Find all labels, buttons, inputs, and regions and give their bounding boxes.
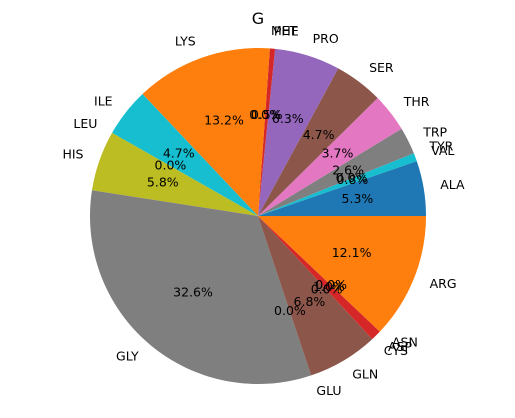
pct-label-pro: 6.3%: [272, 111, 304, 126]
slice-gly: [89, 190, 312, 384]
slice-label-met: MET: [271, 23, 298, 38]
slice-label-arg: ARG: [430, 276, 457, 291]
slice-label-lys: LYS: [175, 34, 196, 49]
slice-label-ala: ALA: [440, 177, 465, 192]
slice-label-tyr: TYR: [428, 139, 453, 154]
slice-trp: [258, 128, 414, 216]
slice-label-pro: PRO: [313, 31, 339, 46]
slice-ala: [258, 161, 426, 216]
slice-label-thr: THR: [403, 94, 430, 109]
slice-gln: [258, 216, 373, 376]
pct-label-thr: 3.7%: [322, 146, 354, 161]
slice-label-ile: ILE: [94, 93, 113, 108]
pct-label-arg: 12.1%: [332, 245, 372, 260]
slice-label-glu: GLU: [316, 383, 341, 398]
pct-label-cys: 0.0%: [311, 281, 343, 296]
pct-label-ile: 4.7%: [163, 145, 195, 160]
slice-his: [91, 132, 258, 216]
slice-arg: [258, 216, 426, 332]
slice-label-phe: PHE: [274, 23, 299, 38]
pct-label-phe: 0.5%: [251, 107, 283, 122]
pct-label-lys: 13.2%: [204, 113, 244, 128]
pct-label-leu: 0.0%: [155, 158, 187, 173]
pct-label-asn: 0.0%: [315, 277, 347, 292]
percent-labels: 5.3%0.8%0.0%2.6%3.7%4.7%6.3%0.5%0.0%13.2…: [147, 107, 373, 318]
slice-lys: [142, 48, 270, 216]
slice-pro: [258, 48, 339, 217]
slice-label-asp: ASP: [388, 339, 412, 354]
slice-phe: [258, 48, 276, 216]
pct-label-glu: 0.0%: [274, 303, 306, 318]
pct-label-gln: 6.8%: [294, 294, 326, 309]
slice-label-ser: SER: [369, 60, 394, 75]
slice-label-trp: TRP: [422, 125, 447, 140]
slice-label-gln: GLN: [352, 367, 378, 382]
pie-slices: [89, 48, 426, 384]
slice-label-cys: CYS: [384, 343, 408, 358]
slice-label-leu: LEU: [73, 116, 97, 131]
pct-label-val: 0.8%: [337, 172, 369, 187]
slice-thr: [258, 98, 402, 216]
slice-asp: [258, 216, 380, 340]
pct-label-ser: 4.7%: [303, 127, 335, 142]
pct-label-trp: 2.6%: [332, 162, 364, 177]
pct-label-asp: 1.0%: [313, 279, 345, 294]
slice-ser: [258, 68, 378, 216]
pct-label-his: 5.8%: [147, 174, 179, 189]
pct-label-ala: 5.3%: [342, 191, 374, 206]
pct-label-gly: 32.6%: [173, 285, 213, 300]
slice-label-his: HIS: [62, 147, 83, 162]
slice-label-asn: ASN: [392, 335, 418, 350]
slice-val: [258, 153, 417, 216]
chart-title: G: [252, 9, 264, 28]
slice-label-gly: GLY: [116, 349, 139, 364]
slice-label-val: VAL: [431, 143, 454, 158]
pct-label-tyr: 0.0%: [336, 170, 368, 185]
slice-ile: [112, 93, 258, 216]
pct-label-met: 0.0%: [249, 107, 281, 122]
